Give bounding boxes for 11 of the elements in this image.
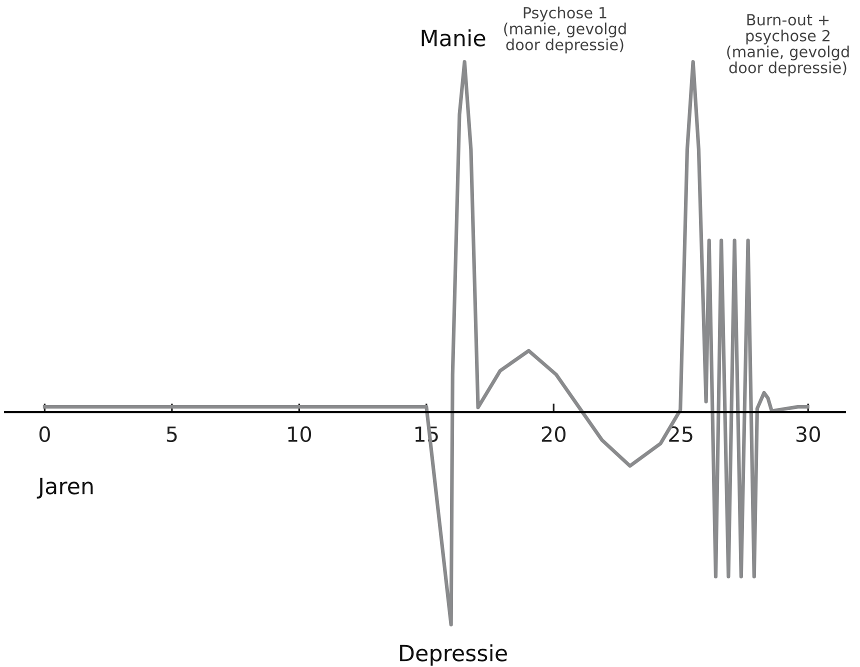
text: Psychose 1 (manie, gevolgd door depressie) (504, 6, 626, 54)
x-tick-label: 5 (166, 426, 177, 442)
x-tick-label: 0 (39, 426, 50, 442)
x-tick-label: 10 (288, 426, 312, 442)
x-tick-label: 25 (669, 426, 692, 442)
x-tick-label: 30 (796, 426, 820, 442)
text: Manie (422, 29, 486, 46)
x-tick-label: 20 (542, 426, 566, 442)
x-axis-title: Jaren (36, 478, 93, 499)
text: Depressie (400, 644, 507, 666)
annotation: Burn-out + psychose 2 (manie, gevolgd door depressie) (727, 14, 849, 76)
